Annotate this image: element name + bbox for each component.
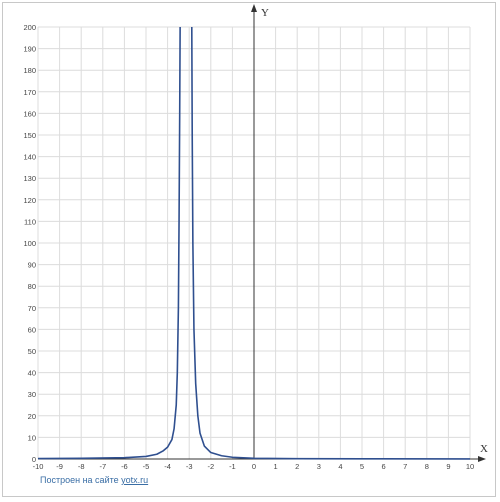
y-tick-label: 40 [28,369,36,378]
x-tick-label: -5 [143,462,150,471]
x-tick-label: 6 [382,462,386,471]
y-tick-label: 30 [28,390,36,399]
y-tick-label: 100 [23,239,36,248]
x-tick-label: 9 [446,462,450,471]
y-tick-label: 90 [28,261,36,270]
x-tick-label: -4 [164,462,171,471]
series-line-1 [37,26,181,460]
x-tick-label: -10 [33,462,44,471]
credit-text: Построен на сайте yotx.ru [40,475,148,485]
series-line-2 [190,26,471,460]
x-tick-label: -3 [186,462,193,471]
y-tick-label: 180 [23,66,36,75]
x-tick-label: 2 [295,462,299,471]
tick-labels: -10 -9 -8 -7 -6 -5 -4 -3 -2 -1 0 1 2 3 4 5 6 7 8 9 100102030… [23,23,474,471]
credit-prefix: Построен на сайте [40,475,122,485]
x-tick-label: -7 [99,462,106,471]
x-tick-label: 0 [252,462,256,471]
x-tick-label: 5 [360,462,364,471]
y-axis-arrow [251,4,257,12]
y-axis-label: Y [261,7,269,19]
y-tick-label: 130 [23,174,36,183]
x-tick-label: 4 [338,462,342,471]
series-lines [37,26,471,460]
y-tick-label: 140 [23,153,36,162]
x-axis-arrow [478,456,486,462]
y-tick-label: 110 [24,217,36,226]
y-tick-label: 50 [28,347,36,356]
y-tick-label: 0 [32,455,36,464]
y-tick-label: 170 [23,88,36,97]
y-tick-label: 160 [23,109,36,118]
x-tick-label: -9 [56,462,63,471]
y-tick-label: 120 [23,196,36,205]
x-tick-label: 8 [425,462,429,471]
y-tick-label: 200 [23,23,36,32]
axes: XY [38,4,488,462]
x-tick-label: -2 [207,462,214,471]
x-tick-label: 7 [403,462,407,471]
credit-link[interactable]: yotx.ru [121,475,149,485]
y-tick-label: 60 [28,325,36,334]
y-tick-label: 80 [28,282,36,291]
x-tick-label: -8 [78,462,85,471]
y-tick-label: 150 [23,131,36,140]
x-tick-label: 10 [466,462,474,471]
chart-frame [2,2,496,497]
y-tick-label: 190 [23,45,36,54]
y-tick-label: 20 [28,412,36,421]
y-tick-label: 70 [28,304,36,313]
x-axis-label: X [480,443,488,455]
x-tick-label: 1 [274,462,278,471]
x-tick-label: -6 [121,462,128,471]
x-tick-label: 3 [317,462,321,471]
y-tick-label: 10 [28,433,36,442]
x-tick-label: -1 [229,462,236,471]
